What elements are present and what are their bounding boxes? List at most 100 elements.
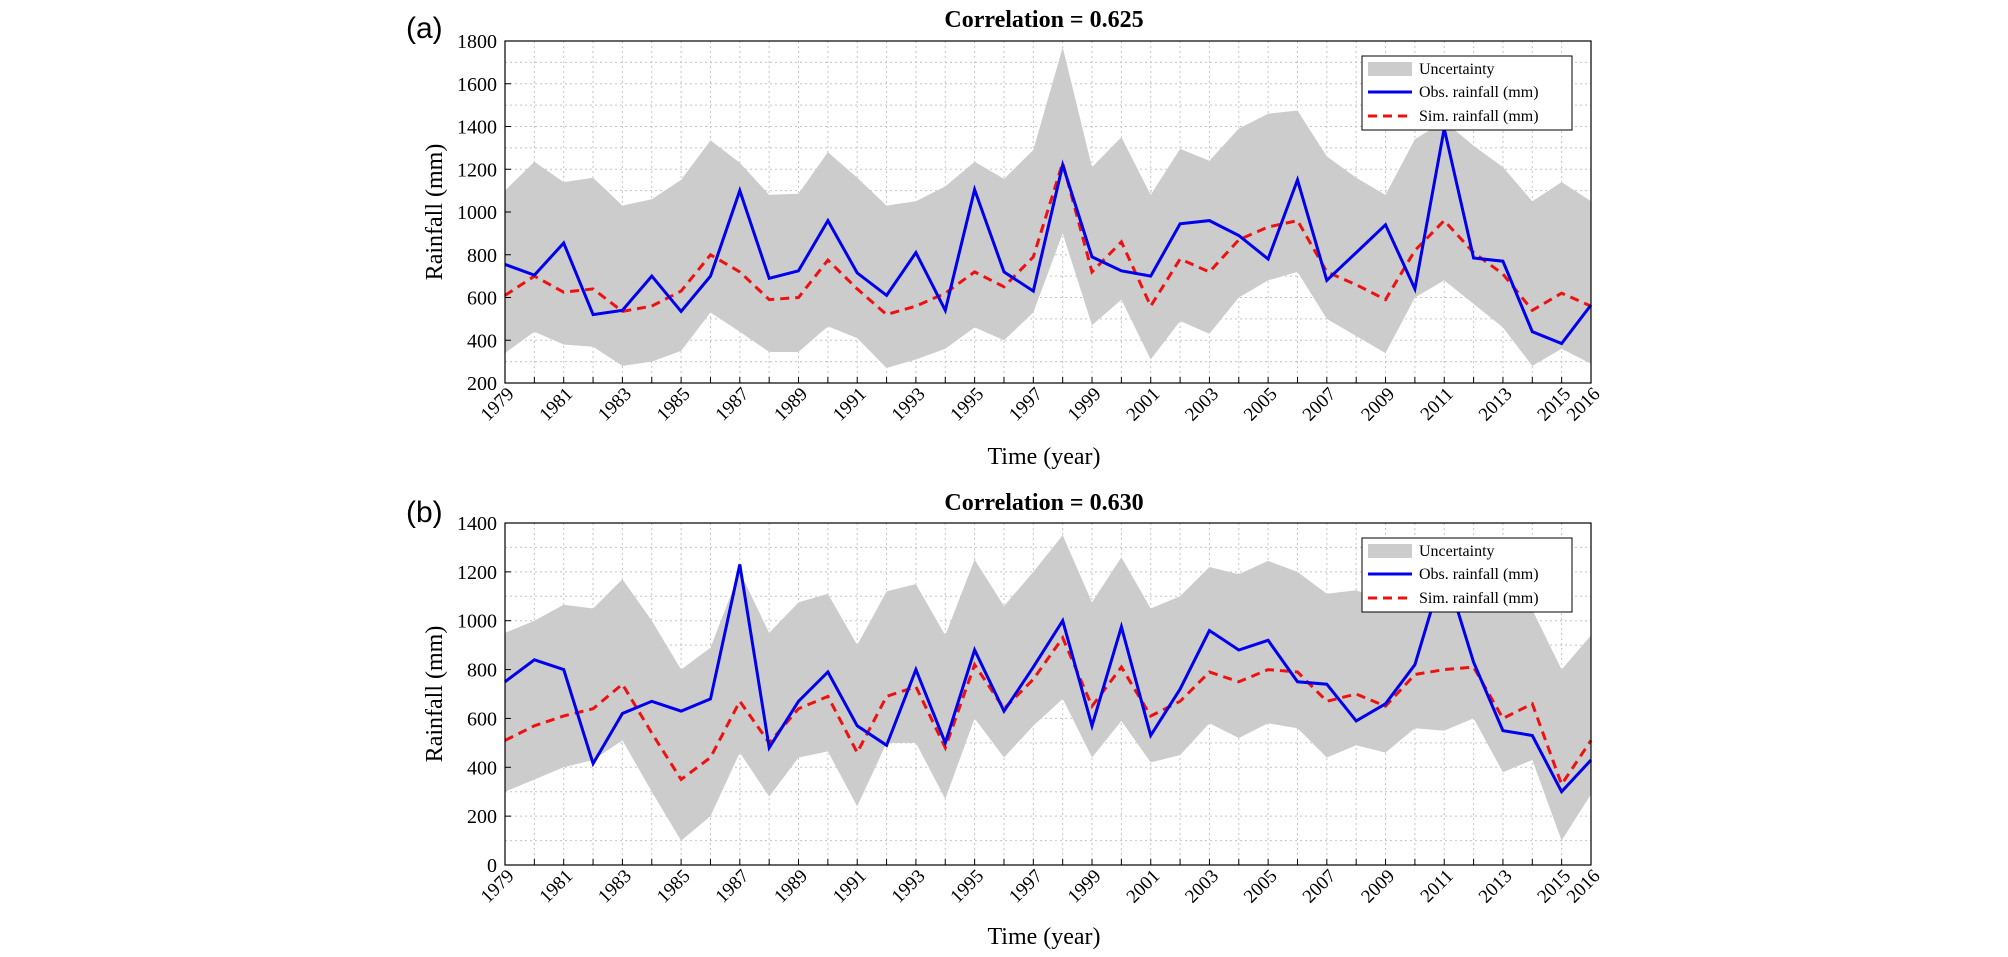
sim-point [738, 270, 742, 274]
y-tick-label: 400 [467, 330, 497, 352]
x-tick-label: 1983 [594, 384, 636, 426]
sim-point [1178, 699, 1182, 703]
sim-point [1472, 251, 1476, 255]
sim-point [1237, 238, 1241, 242]
x-tick-label: 1979 [477, 866, 519, 908]
x-tick-label: 1985 [653, 384, 695, 426]
legend-band-label-b: Uncertainty [1419, 543, 1495, 560]
obs-point [797, 269, 801, 273]
obs-point [620, 308, 624, 312]
sim-point [708, 756, 712, 760]
obs-point [1413, 287, 1417, 291]
obs-point [1061, 163, 1065, 167]
x-tick-label: 2001 [1123, 384, 1165, 426]
x-tick-label: 1981 [536, 866, 578, 908]
obs-point [885, 743, 889, 747]
legend-band-label-a: Uncertainty [1419, 61, 1495, 78]
y-tick-label: 200 [467, 806, 497, 828]
obs-point [797, 699, 801, 703]
obs-point [767, 276, 771, 280]
sim-point [1031, 677, 1035, 681]
sim-point [1325, 699, 1329, 703]
x-tick-label: 2013 [1475, 866, 1517, 908]
sim-point [973, 270, 977, 274]
x-tick-label: 1997 [1005, 866, 1047, 908]
sim-point [1530, 308, 1534, 312]
sim-point [1354, 692, 1358, 696]
x-tick-label: 1995 [946, 866, 988, 908]
obs-point [1384, 702, 1388, 706]
legend-sim-label-a: Sim. rainfall (mm) [1419, 108, 1539, 125]
legend-a: Uncertainty Obs. rainfall (mm) Sim. rain… [1361, 55, 1573, 131]
x-tick-label: 2009 [1357, 384, 1399, 426]
obs-point [620, 712, 624, 716]
sim-point [797, 707, 801, 711]
sim-point [532, 724, 536, 728]
sim-point [855, 751, 859, 755]
obs-point [943, 741, 947, 745]
sim-point [914, 685, 918, 689]
y-tick-label: 800 [467, 660, 497, 682]
x-tick-label: 2016 [1563, 866, 1605, 908]
obs-point [1560, 790, 1564, 794]
obs-point [1178, 222, 1182, 226]
sim-point [1149, 714, 1153, 718]
y-tick-label: 1400 [457, 513, 497, 535]
sim-point [767, 298, 771, 302]
sim-point [914, 304, 918, 308]
x-axis-label-a: Time (year) [987, 444, 1100, 470]
x-tick-label: 2005 [1240, 384, 1282, 426]
y-tick-label: 1800 [457, 31, 497, 53]
x-tick-label: 1985 [653, 866, 695, 908]
sim-point [562, 714, 566, 718]
obs-point [1119, 625, 1123, 629]
panel-label-a: (a) [406, 12, 443, 45]
y-tick-label: 1200 [457, 562, 497, 584]
legend-band-swatch-a [1368, 62, 1412, 76]
obs-point [650, 274, 654, 278]
legend-obs-label-b: Obs. rainfall (mm) [1419, 566, 1539, 583]
y-tick-label: 1000 [457, 202, 497, 224]
x-tick-label: 1993 [888, 866, 930, 908]
x-tick-label: 2003 [1181, 866, 1223, 908]
obs-point [650, 699, 654, 703]
y-tick-label: 200 [467, 373, 497, 395]
sim-point [1119, 240, 1123, 244]
x-tick-label: 1995 [946, 384, 988, 426]
sim-point [620, 682, 624, 686]
legend-band-swatch-b [1368, 544, 1412, 558]
sim-point [562, 290, 566, 294]
obs-point [1501, 729, 1505, 733]
sim-point [1413, 248, 1417, 252]
obs-point [591, 762, 595, 766]
obs-point [708, 697, 712, 701]
sim-point [1149, 304, 1153, 308]
sim-point [1560, 782, 1564, 786]
obs-point [1178, 687, 1182, 691]
obs-point [1090, 724, 1094, 728]
obs-point [738, 563, 742, 567]
sim-point [1560, 291, 1564, 295]
x-tick-label: 1991 [829, 866, 871, 908]
x-tick-label: 2011 [1417, 384, 1458, 425]
obs-point [1149, 734, 1153, 738]
sim-point [885, 313, 889, 317]
x-tick-label: 2005 [1240, 866, 1282, 908]
sim-point [738, 699, 742, 703]
sim-point [826, 694, 830, 698]
x-tick-label: 1991 [829, 384, 871, 426]
y-tick-label: 0 [487, 855, 497, 877]
obs-point [1530, 330, 1534, 334]
x-tick-label: 2016 [1563, 384, 1605, 426]
legend-obs-label-a: Obs. rainfall (mm) [1419, 84, 1539, 101]
sim-point [1413, 672, 1417, 676]
sim-point [1354, 283, 1358, 287]
sim-point [1207, 670, 1211, 674]
obs-point [591, 313, 595, 317]
obs-point [943, 308, 947, 312]
sim-point [1002, 285, 1006, 289]
sim-point [855, 287, 859, 291]
obs-point [1002, 270, 1006, 274]
x-tick-label: 2003 [1181, 384, 1223, 426]
x-tick-label: 1981 [536, 384, 578, 426]
